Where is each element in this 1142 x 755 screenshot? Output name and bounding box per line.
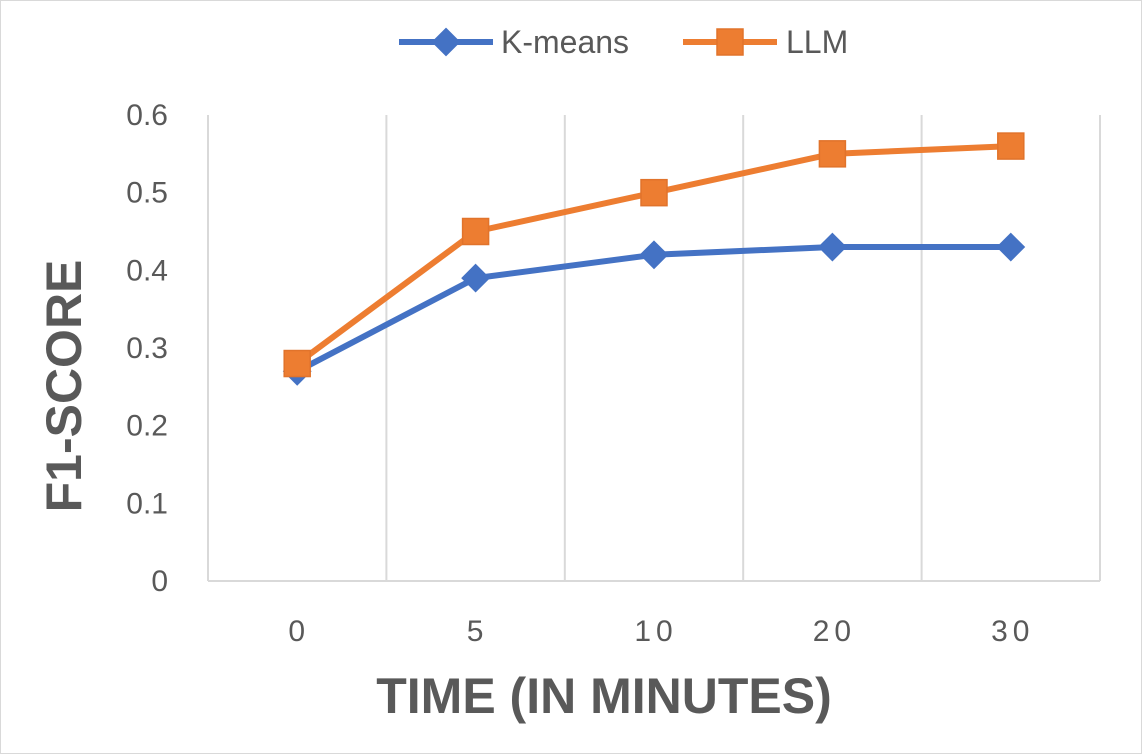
x-tick-label: 30 <box>991 615 1034 648</box>
y-tick-label: 0.5 <box>126 177 168 210</box>
series-llm <box>283 132 1025 378</box>
y-axis-title: F1-SCORE <box>36 260 92 513</box>
data-point <box>283 349 311 378</box>
gridlines <box>207 115 1101 582</box>
x-axis-ticks: 0 5 10 20 30 <box>288 615 1034 648</box>
series-group <box>282 132 1026 386</box>
legend: K-means LLM <box>399 24 848 60</box>
legend-item: K-means <box>399 24 629 60</box>
legend-label: LLM <box>786 24 848 60</box>
series-kmeans <box>282 232 1026 386</box>
y-tick-label: 0.3 <box>126 332 168 365</box>
legend-item: LLM <box>683 24 848 60</box>
y-tick-label: 0.1 <box>126 487 168 520</box>
y-tick-label: 0 <box>151 565 168 598</box>
legend-label: K-means <box>501 24 629 60</box>
y-tick-label: 0.2 <box>126 410 168 443</box>
data-point <box>817 232 847 262</box>
data-point <box>818 140 847 168</box>
data-point <box>997 132 1025 160</box>
y-axis-ticks: 0 0.1 0.2 0.3 0.4 0.5 0.6 <box>126 99 168 598</box>
x-axis-title: TIME (IN MINUTES) <box>376 668 832 724</box>
data-point <box>461 217 490 246</box>
x-tick-label: 5 <box>467 615 489 648</box>
x-tick-label: 20 <box>813 615 856 648</box>
data-point <box>461 263 491 293</box>
x-tick-label: 10 <box>634 615 677 648</box>
data-point <box>996 232 1026 262</box>
x-tick-label: 0 <box>288 615 310 648</box>
data-point <box>639 240 669 270</box>
data-point <box>640 178 668 207</box>
legend-marker <box>716 28 744 56</box>
legend-marker <box>431 27 461 57</box>
y-tick-label: 0.6 <box>126 99 168 132</box>
y-tick-label: 0.4 <box>126 254 168 287</box>
